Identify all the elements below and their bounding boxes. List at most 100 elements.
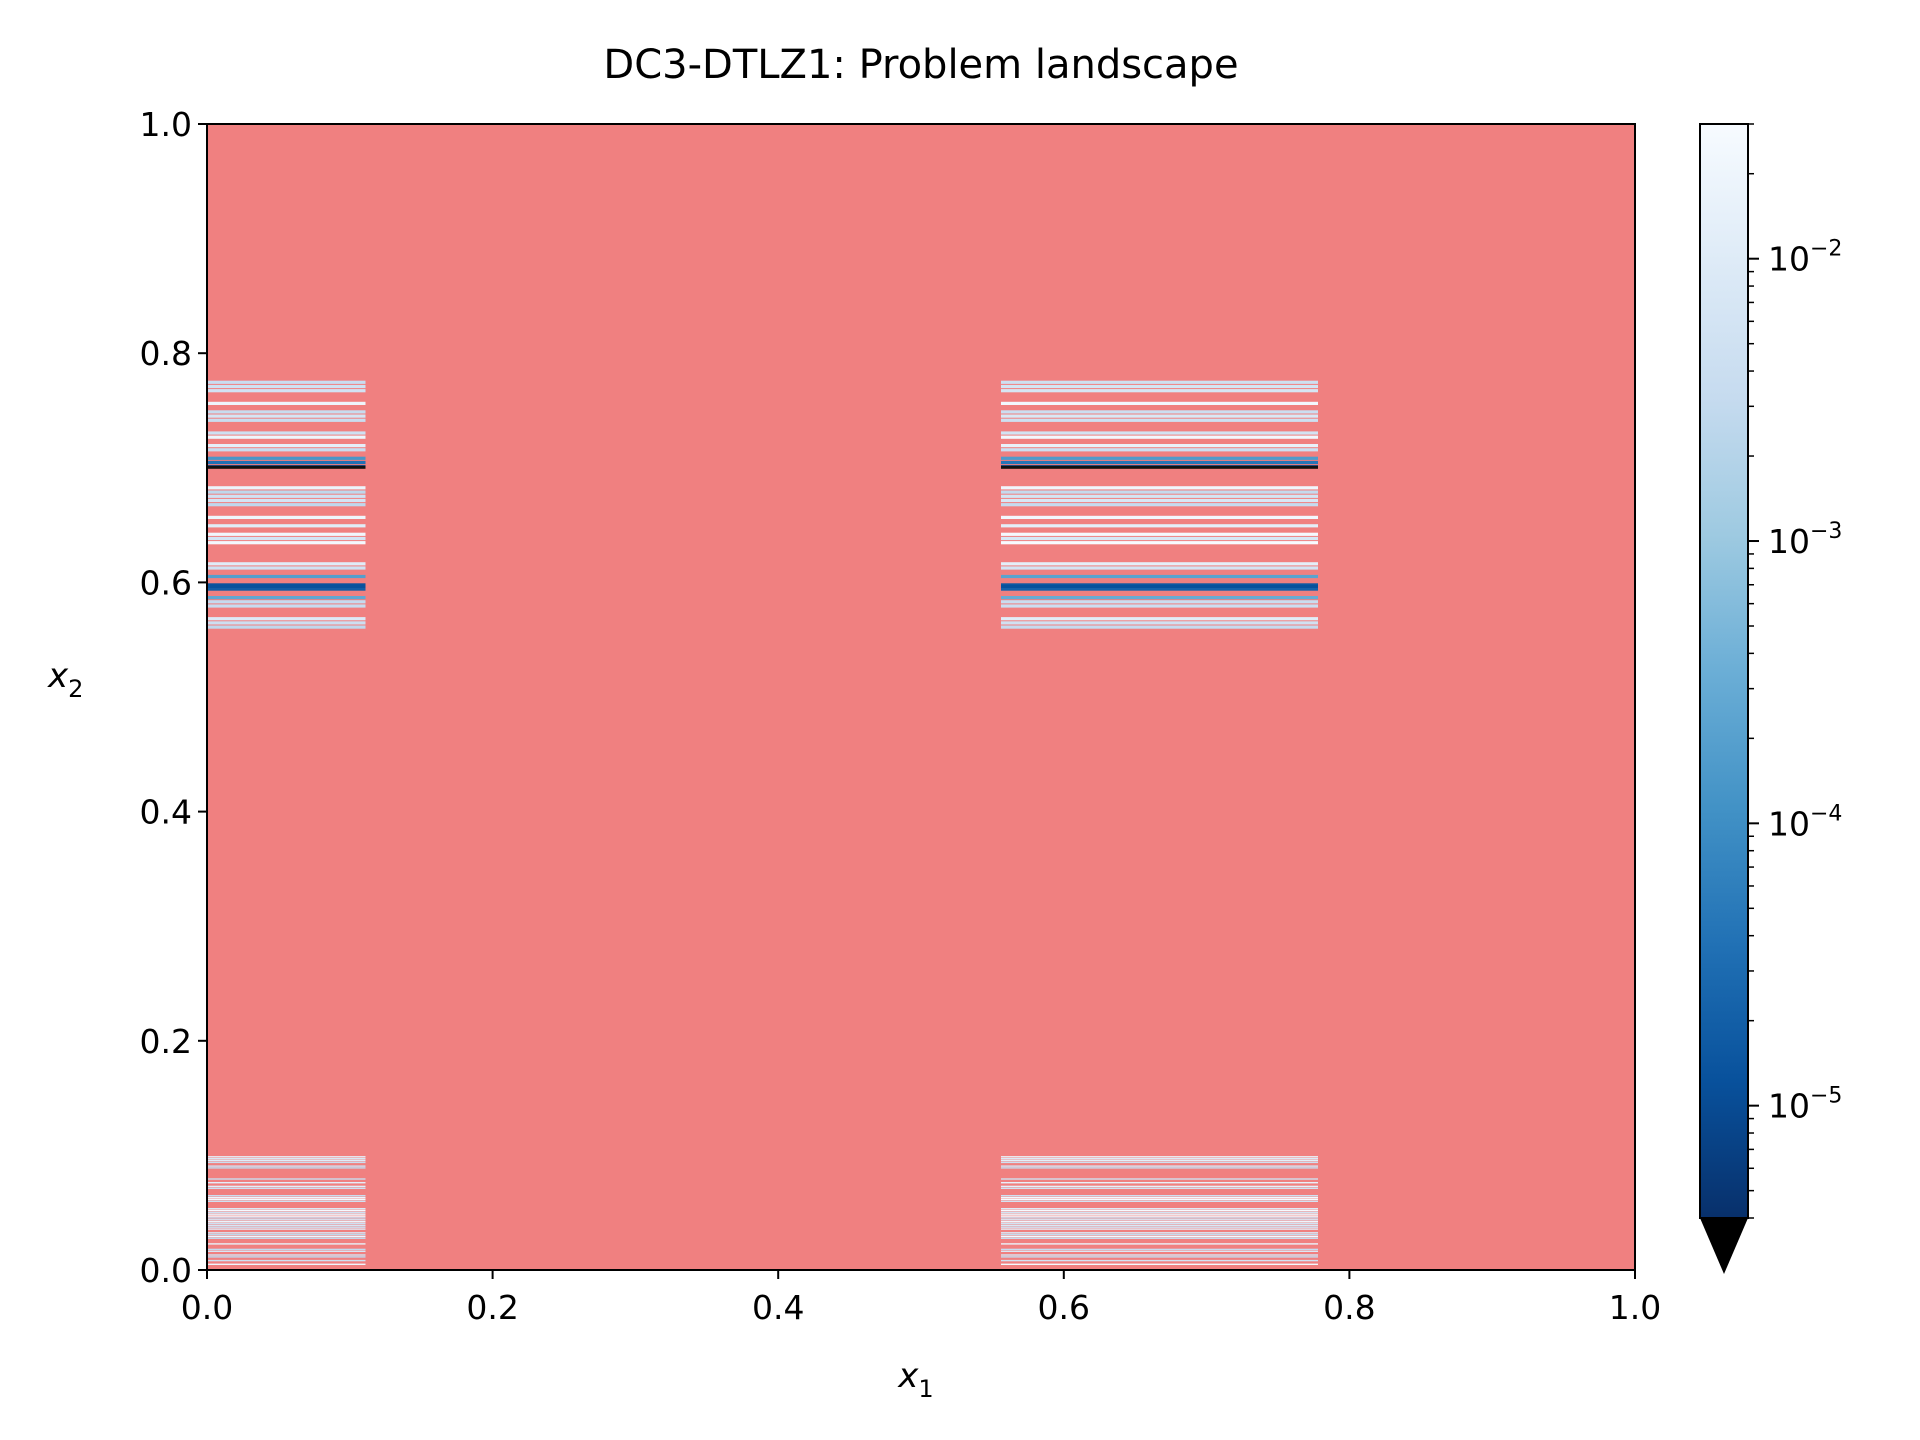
heatmap-cells	[207, 380, 1318, 1265]
min-line-0-1	[1001, 585, 1318, 588]
heatmap-cell-68	[207, 1159, 366, 1162]
heatmap-cell-15	[1001, 1237, 1318, 1239]
heatmap-cell-21	[1001, 1232, 1318, 1234]
heatmap-cell-46	[207, 1200, 366, 1202]
heatmap-cell-35	[1001, 1217, 1318, 1219]
heatmap-cell-43	[1001, 1209, 1318, 1212]
heatmap-cell-50	[207, 1196, 366, 1199]
heatmap-cell-57	[1001, 1185, 1318, 1188]
heatmap-cell-30	[207, 1221, 366, 1223]
heatmap-cell-110	[207, 494, 366, 498]
heatmap-cell-69	[1001, 1159, 1318, 1162]
heatmap-cell-95	[1001, 562, 1318, 566]
x-tick-label: 0.2	[466, 1288, 518, 1327]
heatmap-cell-124	[207, 444, 366, 448]
heatmap-cell-55	[1001, 1187, 1318, 1189]
heatmap-cell-11	[1001, 1248, 1318, 1251]
heatmap-cell-109	[1001, 498, 1318, 503]
heatmap-cell-106	[207, 503, 366, 507]
y-tick-label: 0.8	[140, 334, 192, 373]
heatmap-cell-28	[207, 1222, 366, 1225]
heatmap-cell-98	[207, 536, 366, 541]
heatmap-cell-54	[207, 1187, 366, 1189]
heatmap-cell-82	[207, 600, 366, 604]
heatmap-cell-66	[207, 1161, 366, 1164]
heatmap-cell-23	[1001, 1228, 1318, 1230]
heatmap-cell-47	[1001, 1200, 1318, 1202]
heatmap-cell-101	[1001, 532, 1318, 536]
heatmap-cell-129	[1001, 431, 1318, 435]
heatmap-cell-48	[207, 1198, 366, 1201]
heatmap-cell-102	[207, 524, 366, 528]
heatmap-cell-85	[1001, 596, 1318, 600]
heatmap-cell-8	[207, 1250, 366, 1252]
heatmap-cell-127	[1001, 435, 1318, 439]
heatmap-cell-111	[1001, 494, 1318, 498]
heatmap-cell-123	[1001, 448, 1318, 452]
heatmap-cell-7	[1001, 1254, 1318, 1256]
heatmap-cell-52	[207, 1195, 366, 1197]
y-tick-label: 1.0	[140, 105, 192, 144]
x-tick-label: 0.0	[181, 1288, 233, 1327]
heatmap-cell-121	[1001, 456, 1318, 460]
colorbar-ticks: 10−2 10−3 10−4 10−5	[1748, 123, 1842, 1219]
heatmap-cell-94	[207, 562, 366, 566]
heatmap-cell-36	[207, 1215, 366, 1217]
heatmap-cell-119	[1001, 460, 1318, 465]
heatmap-cell-67	[1001, 1161, 1318, 1164]
heatmap-cell-107	[1001, 503, 1318, 507]
heatmap-cell-75	[1001, 625, 1318, 629]
heatmap-cell-92	[207, 566, 366, 570]
heatmap-cell-96	[207, 541, 366, 545]
heatmap-cell-80	[207, 604, 366, 608]
heatmap-cell-135	[1001, 410, 1318, 414]
heatmap-cell-14	[207, 1237, 366, 1239]
heatmap-cell-70	[207, 1158, 366, 1160]
y-axis: 0.0 0.2 0.4 0.6 0.8 1.0	[140, 105, 207, 1290]
heatmap-cell-138	[207, 389, 366, 393]
heatmap-cell-78	[207, 617, 366, 621]
heatmap-cell-26	[207, 1224, 366, 1227]
heatmap-cell-89	[1001, 583, 1318, 587]
y-axis-label: x2	[47, 656, 83, 703]
chart-title: DC3-DTLZ1: Problem landscape	[603, 42, 1238, 88]
heatmap-cell-4	[207, 1256, 366, 1258]
heatmap-cell-42	[207, 1209, 366, 1212]
heatmap-cell-56	[207, 1185, 366, 1188]
heatmap-cell-3	[1001, 1259, 1318, 1262]
heatmap-cell-59	[1001, 1182, 1318, 1184]
heatmap-cell-79	[1001, 617, 1318, 621]
heatmap-cell-20	[207, 1232, 366, 1234]
heatmap-cell-16	[207, 1235, 366, 1238]
heatmap-cell-143	[1001, 380, 1318, 384]
heatmap-cell-133	[1001, 414, 1318, 418]
y-tick-label: 0.6	[140, 563, 192, 602]
heatmap-cell-99	[1001, 536, 1318, 541]
heatmap-cell-140	[207, 384, 366, 389]
heatmap-cell-25	[1001, 1226, 1318, 1228]
heatmap-cell-84	[207, 596, 366, 600]
heatmap-cell-34	[207, 1217, 366, 1219]
heatmap-cell-93	[1001, 566, 1318, 570]
x-tick-label: 0.6	[1038, 1288, 1090, 1327]
heatmap-cell-83	[1001, 600, 1318, 604]
min-line-1-1	[1001, 465, 1318, 469]
heatmap-cell-40	[207, 1211, 366, 1214]
heatmap-cell-32	[207, 1219, 366, 1221]
heatmap-cell-128	[207, 431, 366, 435]
heatmap-cell-18	[207, 1233, 366, 1236]
heatmap-cell-39	[1001, 1213, 1318, 1215]
heatmap-cell-38	[207, 1213, 366, 1215]
colorbar-tick-label: 10−3	[1768, 519, 1842, 561]
heatmap-cell-113	[1001, 490, 1318, 494]
heatmap-cell-105	[1001, 515, 1318, 519]
heatmap-cell-100	[207, 532, 366, 536]
heatmap-cell-88	[207, 583, 366, 587]
heatmap-cell-27	[1001, 1224, 1318, 1227]
heatmap-cell-44	[207, 1208, 366, 1210]
heatmap-cell-65	[1001, 1165, 1318, 1167]
heatmap-cell-87	[1001, 587, 1318, 591]
heatmap-cell-108	[207, 498, 366, 503]
heatmap-cell-1	[1001, 1263, 1318, 1265]
heatmap-cell-6	[207, 1254, 366, 1256]
